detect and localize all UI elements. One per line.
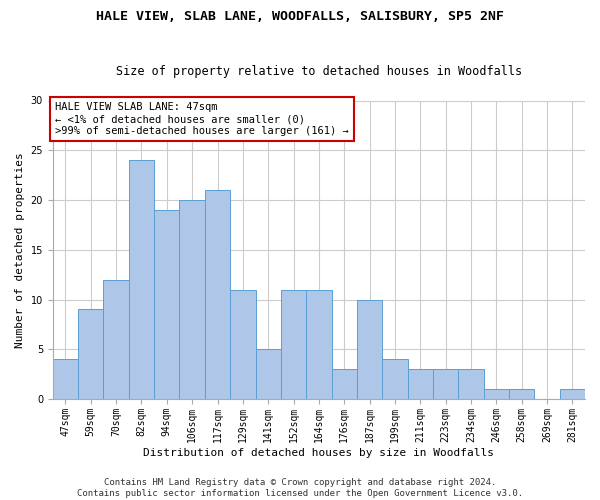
Y-axis label: Number of detached properties: Number of detached properties [15, 152, 25, 348]
Bar [509, 389, 535, 399]
Bar [78, 310, 103, 399]
Text: Contains HM Land Registry data © Crown copyright and database right 2024.
Contai: Contains HM Land Registry data © Crown c… [77, 478, 523, 498]
Bar [179, 200, 205, 399]
Bar [154, 210, 179, 399]
Bar [205, 190, 230, 399]
Bar [458, 369, 484, 399]
Bar [407, 369, 433, 399]
Bar [281, 290, 306, 399]
Bar [256, 350, 281, 399]
Bar [382, 359, 407, 399]
Bar [306, 290, 332, 399]
Text: HALE VIEW, SLAB LANE, WOODFALLS, SALISBURY, SP5 2NF: HALE VIEW, SLAB LANE, WOODFALLS, SALISBU… [96, 10, 504, 23]
Bar [357, 300, 382, 399]
Bar [433, 369, 458, 399]
Bar [484, 389, 509, 399]
Bar [560, 389, 585, 399]
Bar [129, 160, 154, 399]
Bar [332, 369, 357, 399]
Title: Size of property relative to detached houses in Woodfalls: Size of property relative to detached ho… [116, 66, 522, 78]
X-axis label: Distribution of detached houses by size in Woodfalls: Distribution of detached houses by size … [143, 448, 494, 458]
Text: HALE VIEW SLAB LANE: 47sqm
← <1% of detached houses are smaller (0)
>99% of semi: HALE VIEW SLAB LANE: 47sqm ← <1% of deta… [55, 102, 349, 136]
Bar [103, 280, 129, 399]
Bar [53, 359, 78, 399]
Bar [230, 290, 256, 399]
